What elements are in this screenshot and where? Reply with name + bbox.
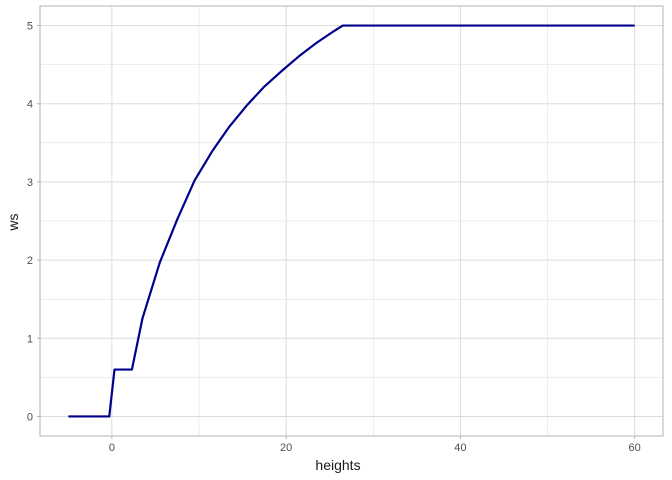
plot-panel-border [39, 5, 664, 437]
y-axis-title: ws [5, 213, 21, 231]
y-tick-label: 0 [27, 411, 33, 423]
minor-gridlines [40, 6, 663, 436]
y-tick-label: 4 [27, 99, 33, 111]
x-tick-label: 40 [454, 442, 466, 454]
series-line [68, 24, 635, 418]
y-tick-label: 2 [27, 255, 33, 267]
y-tick-label: 3 [27, 177, 33, 189]
x-tick-label: 60 [629, 442, 641, 454]
x-axis-ticks: 0 20 40 60 [109, 436, 641, 454]
x-tick-label: 20 [280, 442, 292, 454]
x-axis-title: heights [315, 457, 360, 473]
y-tick-label: 1 [27, 333, 33, 345]
series-layer [68, 24, 635, 418]
y-tick-label: 5 [27, 21, 33, 33]
x-tick-label: 0 [109, 442, 115, 454]
y-axis-ticks: 0 1 2 3 4 5 [27, 21, 40, 423]
